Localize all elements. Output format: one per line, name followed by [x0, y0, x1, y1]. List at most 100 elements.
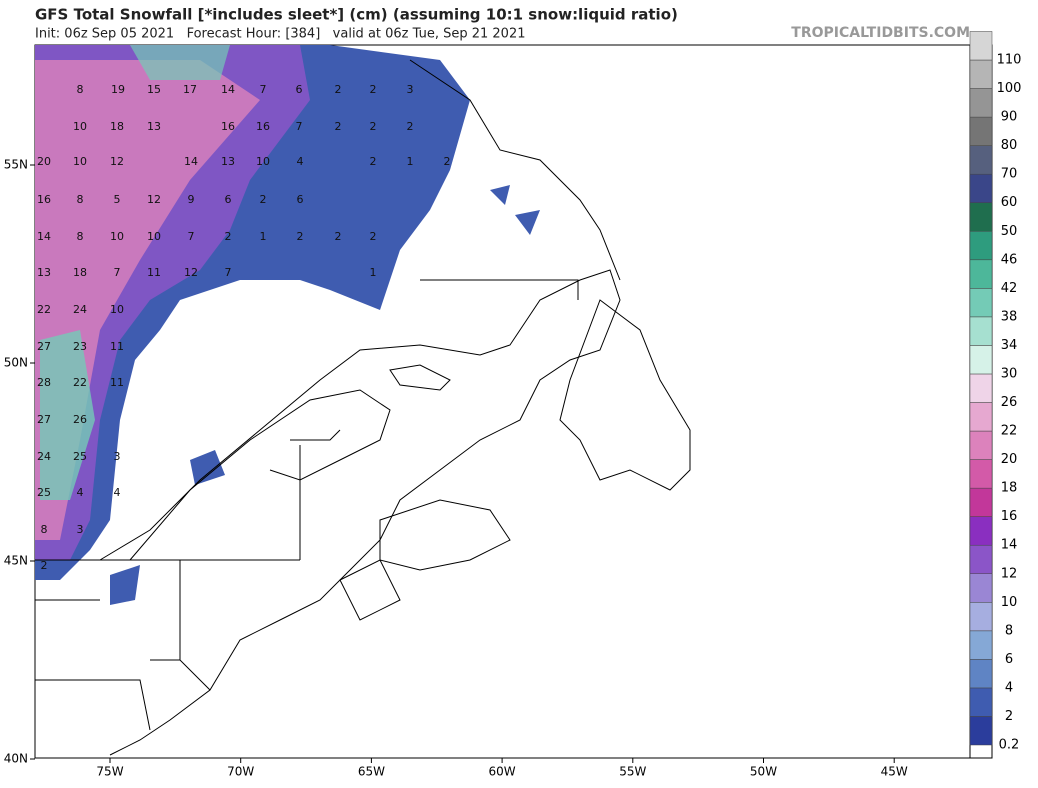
colorbar-label: 38: [1001, 309, 1018, 324]
colorbar-cell: [969, 202, 993, 232]
colorbar-cell: [969, 459, 993, 489]
snow-value-label: 5: [114, 193, 121, 206]
snow-value-label: 22: [73, 376, 87, 389]
snow-value-label: 14: [184, 155, 198, 168]
snow-value-label: 27: [37, 340, 51, 353]
snow-area: [130, 45, 230, 80]
colorbar-cell: [969, 402, 993, 432]
snow-value-label: 2: [260, 193, 267, 206]
snow-value-label: 7: [296, 120, 303, 133]
colorbar-label: 22: [1001, 424, 1018, 439]
snow-value-label: 3: [407, 83, 414, 96]
colorbar-cell: [969, 173, 993, 203]
title: GFS Total Snowfall [*includes sleet*] (c…: [35, 6, 678, 24]
colorbar-label: 26: [1001, 395, 1018, 410]
lon-label: 60W: [489, 765, 516, 779]
lon-label: 75W: [96, 765, 123, 779]
colorbar-label: 0.2: [999, 738, 1020, 753]
colorbar-label: 100: [997, 81, 1022, 96]
snow-value-label: 6: [296, 83, 303, 96]
snow-value-label: 11: [110, 340, 124, 353]
snow-value-label: 23: [73, 340, 87, 353]
snow-value-label: 16: [37, 193, 51, 206]
colorbar-label: 30: [1001, 366, 1018, 381]
snow-value-label: 7: [225, 266, 232, 279]
snow-value-label: 16: [221, 120, 235, 133]
colorbar-cell: [969, 687, 993, 717]
lat-label: 40N: [4, 752, 28, 766]
snow-value-label: 1: [370, 266, 377, 279]
colorbar-cell: [969, 345, 993, 375]
snow-value-label: 3: [114, 450, 121, 463]
snow-value-label: 8: [77, 230, 84, 243]
snow-value-label: 27: [37, 413, 51, 426]
colorbar-cell: [969, 116, 993, 146]
colorbar-label: 20: [1001, 452, 1018, 467]
colorbar-label: 8: [1005, 623, 1013, 638]
snow-value-label: 4: [77, 486, 84, 499]
colorbar-label: 4: [1005, 680, 1013, 695]
snow-value-label: 10: [256, 155, 270, 168]
colorbar-cell: [969, 59, 993, 89]
snow-value-label: 13: [221, 155, 235, 168]
snow-value-label: 8: [41, 523, 48, 536]
colorbar-cell: [969, 145, 993, 175]
snow-value-label: 3: [77, 523, 84, 536]
snow-value-label: 10: [110, 303, 124, 316]
snow-value-label: 2: [370, 83, 377, 96]
snow-value-label: 28: [37, 376, 51, 389]
snow-value-label: 2: [407, 120, 414, 133]
lon-label: 70W: [227, 765, 254, 779]
colorbar-cell: [969, 373, 993, 403]
snow-value-label: 12: [184, 266, 198, 279]
snow-area: [35, 60, 260, 540]
snow-value-label: 1: [260, 230, 267, 243]
snow-value-label: 17: [183, 83, 197, 96]
colorbar-label: 18: [1001, 481, 1018, 496]
colorbar-cell: [969, 544, 993, 574]
snow-value-label: 2: [335, 120, 342, 133]
lat-label: 45N: [4, 554, 28, 568]
subtitle: Init: 06z Sep 05 2021 Forecast Hour: [38…: [35, 27, 526, 42]
colorbar-cell: [969, 31, 993, 61]
snow-value-label: 1: [407, 155, 414, 168]
snow-value-label: 7: [114, 266, 121, 279]
lon-label: 45W: [881, 765, 908, 779]
snow-value-label: 10: [147, 230, 161, 243]
site-label: TROPICALTIDBITS.COM: [791, 25, 970, 41]
snow-value-label: 7: [188, 230, 195, 243]
colorbar-cell: [969, 316, 993, 346]
snow-value-label: 11: [147, 266, 161, 279]
snow-value-label: 4: [114, 486, 121, 499]
colorbar-cell: [969, 430, 993, 460]
lat-label: 50N: [4, 356, 28, 370]
colorbar-label: 80: [1001, 138, 1018, 153]
snow-value-label: 18: [73, 266, 87, 279]
snow-value-label: 9: [188, 193, 195, 206]
colorbar-cell: [969, 487, 993, 517]
snow-value-label: 2: [335, 230, 342, 243]
snow-value-label: 14: [221, 83, 235, 96]
lat-label: 55N: [4, 158, 28, 172]
snow-value-label: 19: [111, 83, 125, 96]
lon-label: 65W: [358, 765, 385, 779]
colorbar-cell: [969, 88, 993, 118]
colorbar-label: 110: [997, 53, 1022, 68]
snow-value-label: 2: [370, 230, 377, 243]
colorbar-cell: [969, 716, 993, 746]
colorbar-cell: [969, 259, 993, 289]
snow-value-label: 2: [444, 155, 451, 168]
colorbar-cell: [969, 573, 993, 603]
colorbar-label: 42: [1001, 281, 1018, 296]
colorbar-label: 16: [1001, 509, 1018, 524]
colorbar-label: 46: [1001, 252, 1018, 267]
snow-value-label: 22: [37, 303, 51, 316]
snow-value-label: 13: [147, 120, 161, 133]
colorbar-label: 50: [1001, 224, 1018, 239]
snow-value-label: 2: [370, 120, 377, 133]
colorbar-cell: [969, 602, 993, 632]
snow-value-label: 10: [110, 230, 124, 243]
snow-value-label: 25: [73, 450, 87, 463]
